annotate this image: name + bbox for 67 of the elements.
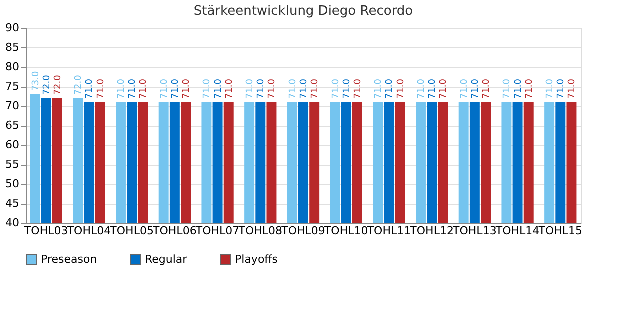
data-label: 71.0 <box>353 78 364 100</box>
y-tick-label: 55 <box>6 158 20 171</box>
y-tick-label: 65 <box>6 119 20 132</box>
x-tick-label: TOHL04 <box>66 224 112 238</box>
y-tick-label: 60 <box>6 138 20 152</box>
y-tick-label: 50 <box>6 178 20 190</box>
data-label: 72.0 <box>53 74 64 96</box>
data-label: 71.0 <box>502 78 513 100</box>
data-label: 71.0 <box>182 78 192 100</box>
data-label: 71.0 <box>385 78 396 100</box>
data-label: 71.0 <box>300 78 310 100</box>
x-tick-label: TOHL15 <box>538 224 583 238</box>
x-tick-label: TOHL03 <box>23 224 68 238</box>
data-label: 71.0 <box>546 78 556 100</box>
data-label: 71.0 <box>428 78 438 100</box>
data-label: 71.0 <box>246 78 256 100</box>
data-label: 71.0 <box>556 78 567 100</box>
data-label: 71.0 <box>470 78 481 100</box>
legend-label: Preseason <box>41 252 98 266</box>
y-tick-label: 40 <box>6 216 20 230</box>
x-tick-label: TOHL10 <box>323 224 368 238</box>
data-label: 71.0 <box>139 78 150 100</box>
x-tick-label: TOHL11 <box>366 224 412 238</box>
x-tick-label: TOHL08 <box>238 224 283 238</box>
y-tick-label: 75 <box>6 80 20 93</box>
data-label: 71.0 <box>288 78 298 100</box>
data-label: 71.0 <box>128 78 138 100</box>
data-label: 71.0 <box>310 78 321 100</box>
data-label: 71.0 <box>214 78 224 100</box>
x-tick-label: TOHL06 <box>152 224 197 238</box>
x-tick-label: TOHL05 <box>109 224 154 238</box>
data-label: 71.0 <box>460 78 470 100</box>
data-label: 71.0 <box>416 78 427 100</box>
data-label: 72.0 <box>74 74 84 96</box>
x-tick-label: TOHL12 <box>409 224 454 238</box>
data-label: 71.0 <box>170 78 181 100</box>
y-tick-label: 80 <box>6 60 20 74</box>
y-tick-label: 45 <box>6 197 20 210</box>
data-label: 71.0 <box>268 78 278 100</box>
x-tick-label: TOHL09 <box>280 224 326 238</box>
data-label: 71.0 <box>85 78 96 100</box>
data-label: 73.0 <box>31 70 42 92</box>
y-tick-label: 90 <box>6 22 20 34</box>
data-label: 71.0 <box>514 78 524 100</box>
chart-title: Stärkeentwicklung Diego Recordo <box>194 4 414 19</box>
data-label: 71.0 <box>439 78 450 100</box>
x-tick-label: TOHL07 <box>194 224 240 238</box>
data-label: 71.0 <box>374 78 384 100</box>
legend-label: Playoffs <box>235 252 278 266</box>
data-label: 71.0 <box>396 78 406 100</box>
data-label: 71.0 <box>116 78 127 100</box>
data-label: 71.0 <box>568 78 578 100</box>
legend-label: Regular <box>145 252 188 266</box>
x-tick-label: TOHL13 <box>452 224 497 238</box>
data-label: 71.0 <box>342 78 352 100</box>
y-tick-label: 85 <box>6 41 20 54</box>
data-label: 71.0 <box>160 78 170 100</box>
data-label: 71.0 <box>331 78 342 100</box>
x-tick-label: TOHL14 <box>494 224 540 238</box>
data-label: 71.0 <box>96 78 106 100</box>
data-label: 71.0 <box>256 78 267 100</box>
data-label: 71.0 <box>224 78 235 100</box>
y-tick-label: 70 <box>6 100 20 112</box>
data-label: 72.0 <box>42 74 52 96</box>
data-label: 71.0 <box>524 78 535 100</box>
data-label: 71.0 <box>202 78 213 100</box>
data-label: 71.0 <box>482 78 492 100</box>
